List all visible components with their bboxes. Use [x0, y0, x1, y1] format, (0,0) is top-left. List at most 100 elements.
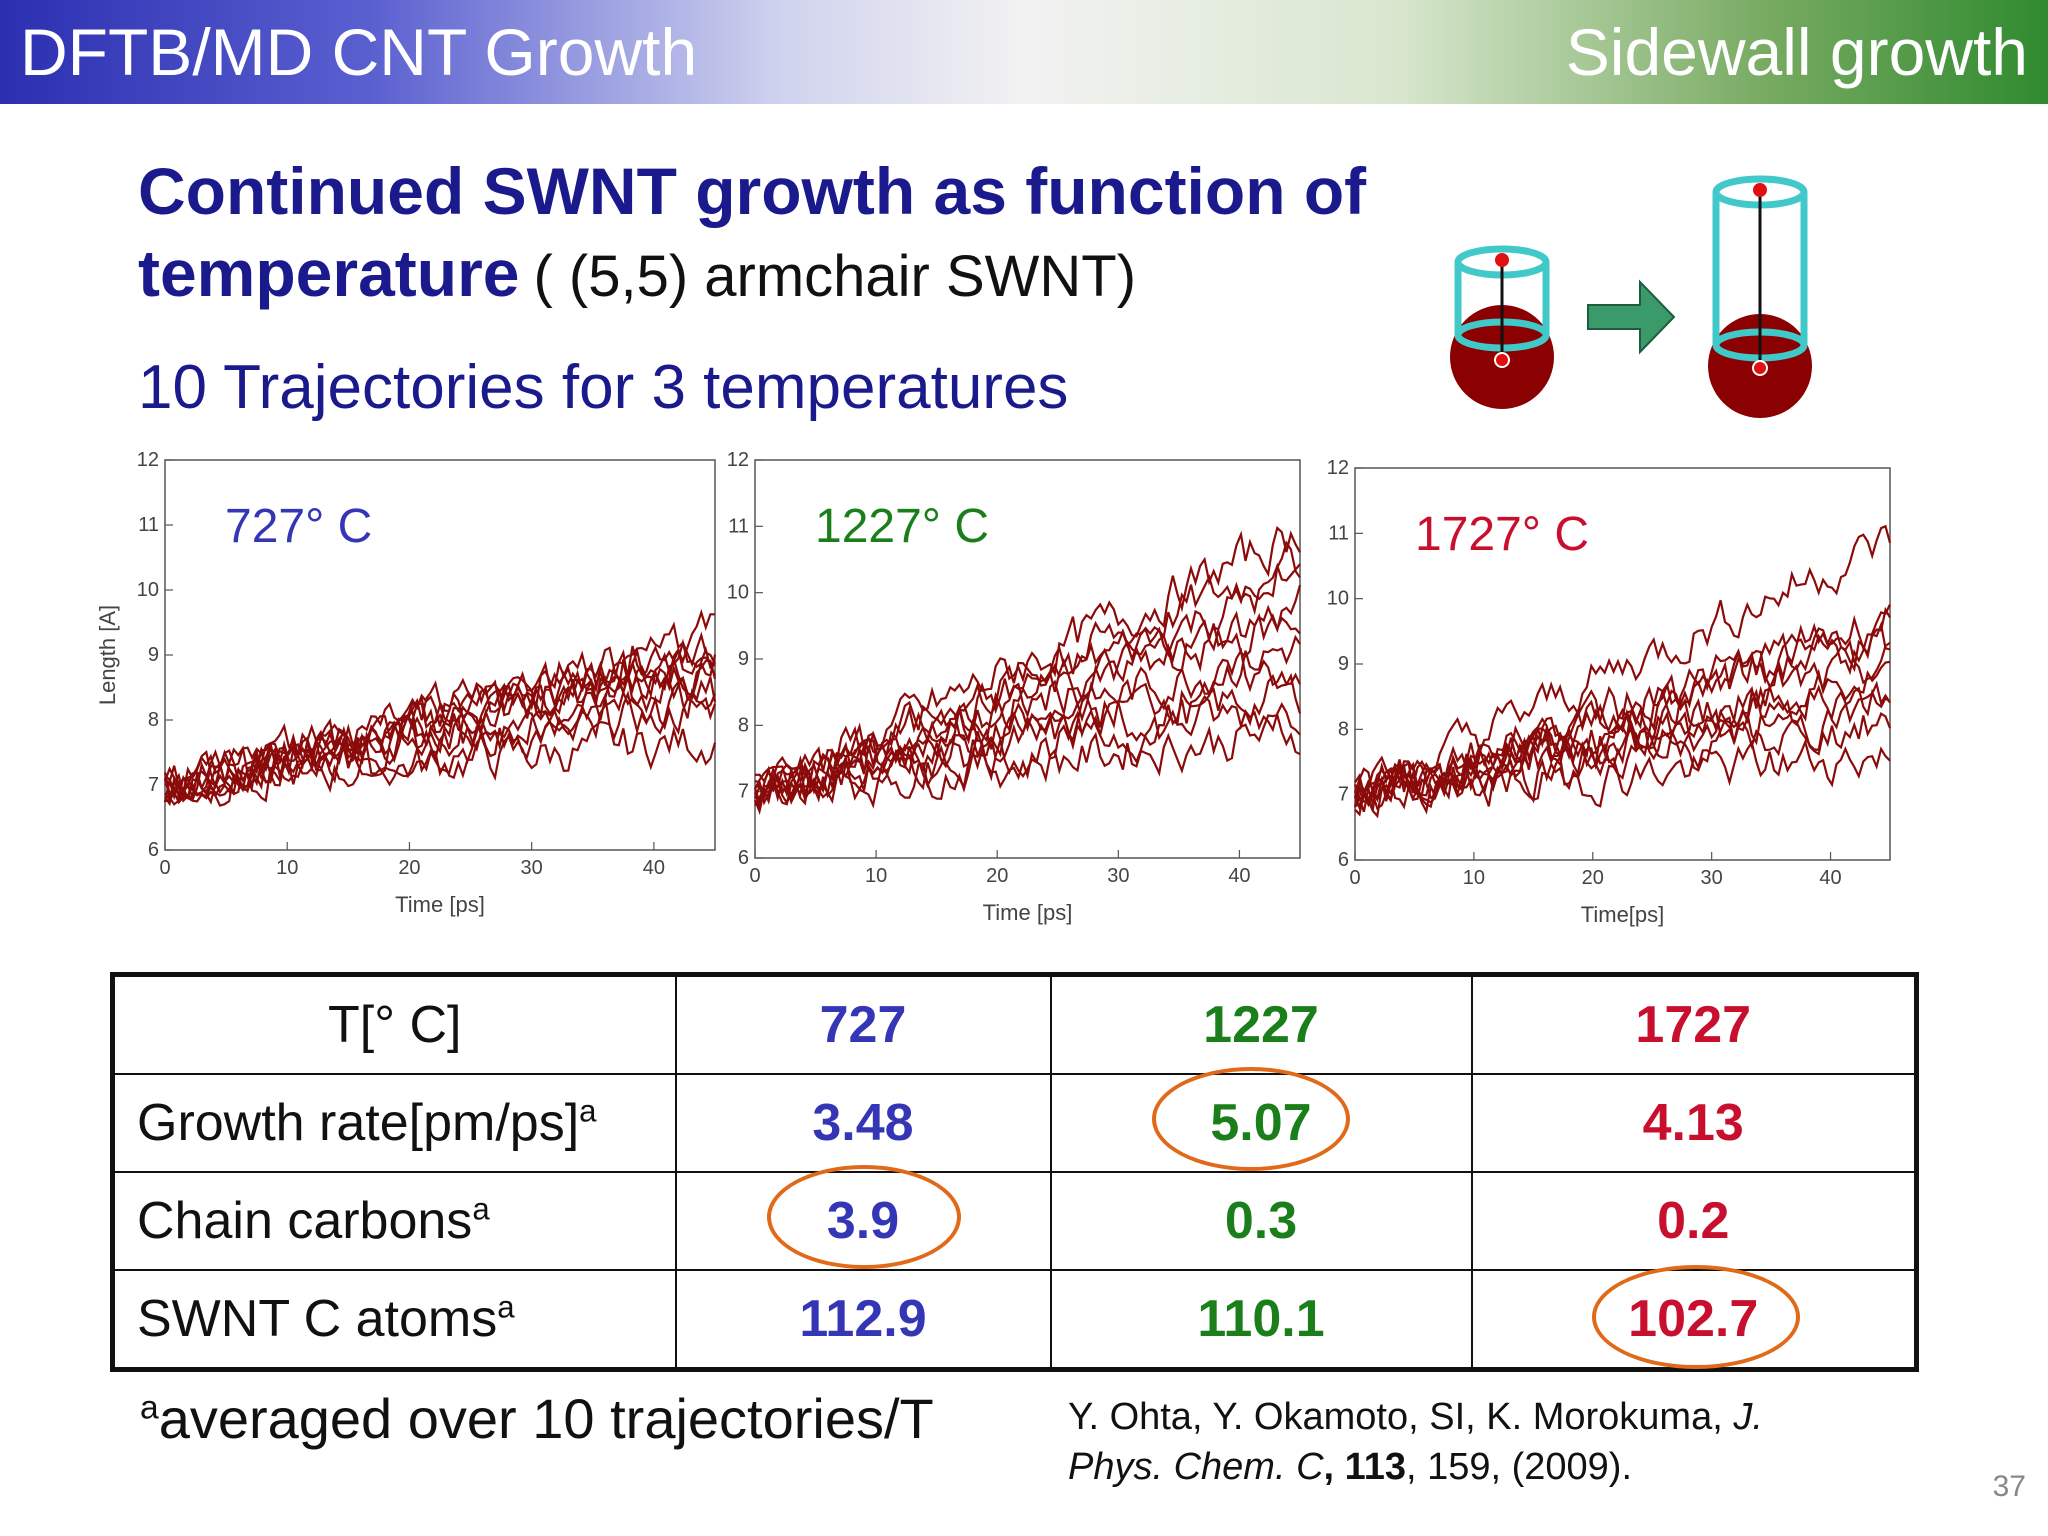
x-tick-label: 20 — [1582, 867, 1604, 889]
section-subtitle: Sidewall growth — [1565, 15, 2028, 89]
row-label-swnt-atoms: SWNT C atomsa — [111, 1269, 677, 1371]
cell-value: 4.13 — [1642, 1094, 1744, 1152]
header-cell-727: 727 — [674, 973, 1052, 1075]
y-tick-label: 9 — [148, 644, 159, 666]
page-number: 37 — [1992, 1470, 2026, 1503]
row-label-sup: a — [472, 1191, 490, 1227]
y-tick-label: 12 — [137, 449, 159, 471]
cell-chain-727: 3.9 — [674, 1165, 1052, 1271]
cell-value: 0.2 — [1657, 1192, 1730, 1250]
trajectory-line — [1353, 639, 1891, 819]
row-label-sup: a — [497, 1289, 515, 1325]
cell-growth-727: 3.48 — [674, 1073, 1052, 1173]
y-tick-label: 11 — [1328, 522, 1349, 544]
tube-body — [1712, 192, 1808, 345]
y-tick-label: 10 — [727, 582, 749, 604]
x-tick-label: 30 — [521, 857, 543, 879]
x-tick-label: 40 — [1228, 865, 1250, 887]
y-tick-label: 6 — [1338, 849, 1349, 871]
x-tick-label: 20 — [398, 857, 420, 879]
row-label-text: Growth rate[pm/ps] — [137, 1094, 580, 1152]
header-cell-temperature: T[° C] — [111, 973, 677, 1075]
cell-chain-1227: 0.3 — [1049, 1171, 1473, 1271]
trajectory-line — [164, 621, 716, 803]
x-tick-label: 0 — [159, 857, 170, 879]
temperature-label: 1727° C — [1415, 508, 1589, 561]
trajectory-line — [164, 720, 717, 807]
trajectory-line — [1354, 712, 1892, 815]
header-banner: DFTB/MD CNT Growth Sidewall growth — [0, 0, 2048, 104]
x-tick-label: 40 — [643, 857, 665, 879]
highlighted-value: 102.7 — [1592, 1265, 1801, 1369]
y-tick-label: 8 — [1338, 718, 1349, 740]
y-tick-label: 8 — [148, 709, 159, 731]
reference-volume: 113 — [1344, 1446, 1406, 1488]
x-axis-label: Time [ps] — [983, 900, 1073, 925]
highlighted-value: 3.9 — [766, 1165, 961, 1269]
slide-title: Continued SWNT growth as function of tem… — [138, 150, 1458, 318]
y-tick-label: 12 — [727, 449, 749, 471]
y-tick-label: 7 — [738, 781, 749, 803]
y-tick-label: 12 — [1327, 457, 1349, 479]
trajectory-line — [163, 676, 717, 803]
reference-rest: , 159, (2009). — [1405, 1446, 1633, 1488]
cell-growth-1727: 4.13 — [1470, 1073, 1918, 1173]
y-tick-label: 11 — [138, 514, 159, 536]
temperature-label: 1227° C — [815, 500, 989, 553]
axis-point — [1495, 253, 1509, 267]
footnote: aaveraged over 10 trajectories/T — [140, 1386, 934, 1451]
temperature-label: 727° C — [225, 500, 372, 553]
trajectory-line — [753, 694, 1301, 816]
table-header-row: T[° C] 727 1227 1727 — [111, 973, 1918, 1075]
highlighted-value: 5.07 — [1152, 1067, 1351, 1171]
highlight-ring — [766, 1165, 961, 1269]
reference-journal: J. Phys. Chem. C — [1068, 1396, 1763, 1488]
results-table: T[° C] 727 1227 1727 Growth rate[pm/ps]a… — [110, 972, 1919, 1372]
x-tick-label: 0 — [1349, 867, 1360, 889]
x-tick-label: 40 — [1819, 867, 1841, 889]
x-tick-label: 0 — [749, 865, 760, 887]
footnote-sup: a — [140, 1389, 159, 1427]
axis-point — [1753, 183, 1767, 197]
y-tick-label: 11 — [728, 515, 749, 537]
section-title: DFTB/MD CNT Growth — [20, 15, 698, 89]
x-tick-label: 10 — [276, 857, 298, 879]
x-tick-label: 10 — [865, 865, 887, 887]
slide-title-main: Continued SWNT growth as function of tem… — [138, 154, 1367, 310]
row-label-text: SWNT C atoms — [137, 1290, 498, 1348]
reference-authors: Y. Ohta, Y. Okamoto, SI, K. Morokuma, — [1068, 1396, 1723, 1438]
y-tick-label: 7 — [148, 774, 159, 796]
trajectory-line — [1353, 738, 1891, 808]
y-tick-label: 8 — [738, 714, 749, 736]
trajectory-line — [1354, 524, 1892, 817]
trajectory-line — [754, 562, 1301, 794]
row-label-growth-rate: Growth rate[pm/ps]a — [111, 1073, 677, 1173]
x-tick-label: 20 — [986, 865, 1008, 887]
axis-point — [1494, 352, 1510, 368]
trajectory-line — [164, 646, 717, 807]
highlight-ring — [1592, 1265, 1801, 1369]
reference: Y. Ohta, Y. Okamoto, SI, K. Morokuma, J.… — [1068, 1396, 1763, 1488]
y-tick-label: 7 — [1338, 784, 1349, 806]
cell-chain-1727: 0.2 — [1470, 1171, 1918, 1271]
growth-schematic — [1450, 175, 1812, 418]
table-row: Growth rate[pm/ps]a 3.48 5.07 4.13 — [111, 1067, 1918, 1173]
header-cell-1227: 1227 — [1049, 973, 1473, 1075]
footnote-text: averaged over 10 trajectories/T — [158, 1387, 934, 1450]
slide-title-sub: ( (5,5) armchair SWNT) — [533, 244, 1137, 309]
cell-swnt-727: 112.9 — [674, 1269, 1052, 1371]
x-axis-label: Time[ps] — [1581, 902, 1665, 927]
x-axis-label: Time [ps] — [395, 892, 485, 917]
table-row: SWNT C atomsa 112.9 110.1 102.7 — [111, 1265, 1918, 1371]
cell-swnt-1727: 102.7 — [1470, 1265, 1918, 1371]
cell-value: 110.1 — [1197, 1290, 1325, 1348]
x-tick-label: 30 — [1107, 865, 1129, 887]
y-tick-label: 6 — [738, 847, 749, 869]
y-tick-label: 9 — [738, 648, 749, 670]
row-label-text: Chain carbons — [137, 1192, 473, 1250]
cell-value: 0.3 — [1224, 1192, 1298, 1250]
y-tick-label: 10 — [137, 579, 159, 601]
x-tick-label: 10 — [1463, 867, 1485, 889]
trajectory-line — [1354, 660, 1891, 809]
y-axis-label: Length [A] — [95, 605, 120, 705]
